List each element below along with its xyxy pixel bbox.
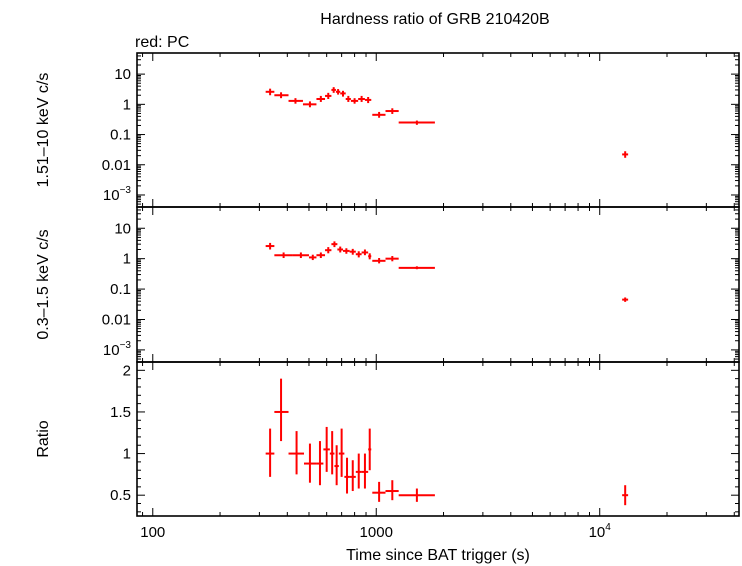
data-point — [385, 108, 399, 114]
data-point — [361, 453, 369, 489]
panel-ratio: 2 1.5 1 0.5 Ratio — [35, 361, 740, 517]
data-point — [385, 480, 399, 501]
data-point — [622, 297, 629, 302]
data-point — [335, 89, 341, 95]
data-point — [338, 428, 345, 477]
x-tick-label: 104 — [589, 522, 612, 541]
y-axis-label-hard: 1.51–10 keV c/s — [35, 73, 52, 188]
data-point — [361, 249, 369, 256]
data-point — [343, 248, 350, 254]
data-point — [325, 247, 332, 254]
data-point — [622, 485, 629, 506]
y-tick-label: 0.01 — [102, 311, 131, 328]
data-point — [265, 428, 275, 477]
data-point — [372, 111, 386, 118]
y-tick-label: 2 — [123, 362, 131, 379]
data-point — [331, 241, 338, 248]
x-tick-label: 1000 — [360, 524, 393, 541]
data-point — [398, 120, 435, 125]
y-tick-label: 10−3 — [103, 340, 132, 359]
y-tick-label: 1 — [123, 446, 131, 463]
data-point — [345, 95, 351, 102]
panel-frame — [136, 206, 740, 363]
y-axis-label-ratio: Ratio — [35, 420, 52, 457]
series-ratio — [265, 378, 629, 506]
x-tick-labels: 1001000104105 — [140, 522, 612, 541]
data-point — [292, 252, 309, 259]
series-soft — [265, 241, 629, 302]
panel-soft: 10 1 0.1 0.01 10−3 0.3–1.5 keV c/s — [35, 206, 740, 363]
data-point — [316, 252, 326, 259]
data-point — [355, 251, 362, 258]
y-tick-label: 10 — [114, 66, 131, 83]
data-point — [349, 460, 356, 492]
data-point — [323, 426, 330, 472]
data-point — [349, 248, 356, 255]
panel-frame — [136, 52, 740, 208]
chart-subtitle: red: PC — [135, 34, 189, 51]
y-tick-label: 1 — [123, 251, 131, 268]
data-point — [265, 88, 275, 96]
y-tick-label: 10 — [114, 220, 131, 237]
data-point — [364, 96, 372, 104]
data-point — [334, 445, 339, 486]
data-point — [303, 443, 317, 483]
data-point — [350, 98, 359, 104]
data-point — [340, 90, 346, 97]
data-point — [329, 431, 335, 475]
data-point — [331, 87, 336, 93]
data-point — [302, 101, 317, 108]
y-tick-label: 0.1 — [110, 127, 131, 144]
panel-hard: 10 1 0.1 0.01 10−3 1.51–10 keV c/s — [35, 52, 740, 208]
data-point — [344, 457, 350, 494]
series-hard — [265, 87, 629, 158]
data-point — [316, 95, 326, 102]
x-axis-label: Time since BAT trigger (s) — [346, 547, 530, 564]
panel-frame — [136, 361, 740, 517]
x-tick-label: 100 — [140, 524, 165, 541]
data-point — [372, 258, 386, 264]
data-point — [316, 441, 324, 486]
data-point — [274, 92, 289, 99]
y-axis-label-soft: 0.3–1.5 keV c/s — [35, 229, 52, 339]
y-tick-label: 10−3 — [103, 185, 132, 204]
data-point — [337, 246, 344, 253]
data-point — [308, 254, 317, 261]
y-tick-label: 0.01 — [102, 157, 131, 174]
data-point — [288, 98, 303, 104]
data-point — [622, 151, 629, 158]
data-point — [385, 256, 399, 262]
y-tick-label: 1.5 — [110, 404, 131, 421]
data-point — [398, 266, 435, 270]
chart-title: Hardness ratio of GRB 210420B — [320, 11, 549, 28]
data-point — [372, 481, 386, 502]
data-point — [355, 453, 362, 489]
y-tick-label: 0.5 — [110, 487, 131, 504]
y-tick-label: 1 — [123, 96, 131, 113]
data-point — [265, 242, 275, 250]
data-point — [368, 428, 372, 471]
data-point — [288, 431, 304, 475]
data-point — [358, 95, 365, 102]
data-point — [274, 378, 289, 442]
data-point — [368, 253, 372, 260]
data-point — [325, 92, 332, 100]
y-tick-label: 0.1 — [110, 281, 131, 298]
data-point — [274, 252, 293, 259]
data-point — [398, 488, 435, 502]
